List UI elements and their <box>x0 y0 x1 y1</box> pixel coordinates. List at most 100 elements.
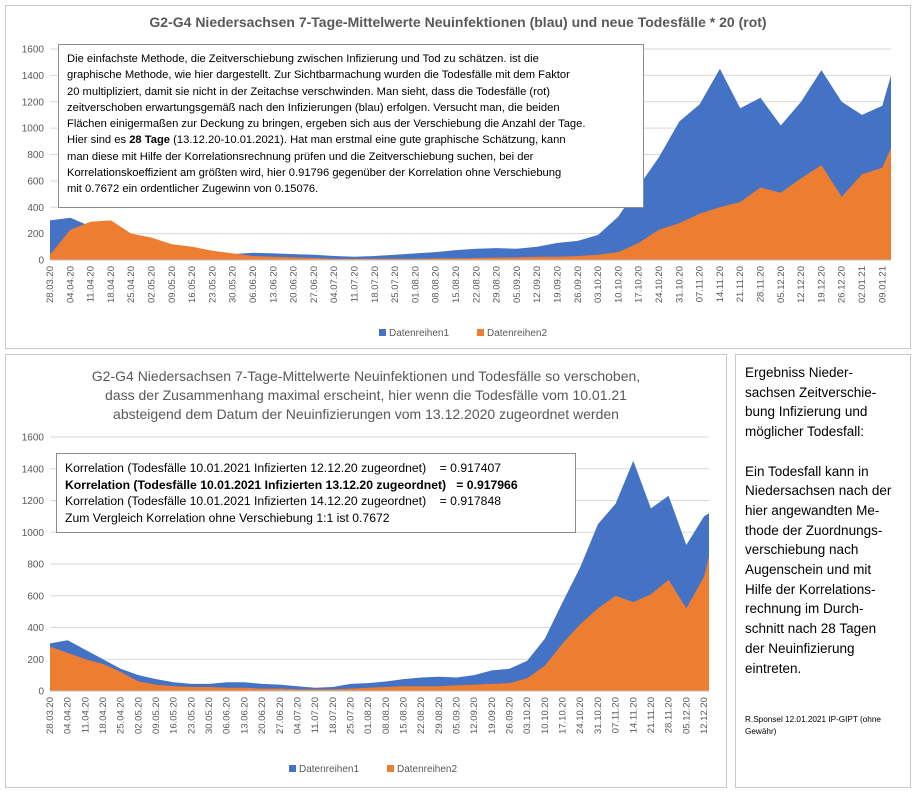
x-tick-label: 21.11.20 <box>735 266 746 302</box>
x-tick-label: 20.06.20 <box>257 697 268 734</box>
author-line: R.Sponsel 12.01.2021 IP-GIPT (ohne <box>745 715 881 724</box>
x-tick-label: 25.04.20 <box>116 697 127 734</box>
x-tick-label: 09.01.21 <box>877 266 888 303</box>
x-tick-label: 05.12.20 <box>681 697 692 734</box>
x-tick-label: 12.09.20 <box>469 697 480 734</box>
note-line: Flächen einigermaßen zur Deckung zu brin… <box>67 118 586 131</box>
note-line: zeitverschoben erwartungsgemäß nach den … <box>67 101 560 114</box>
x-tick-label: 01.08.20 <box>363 697 374 734</box>
x-tick-label: 18.04.20 <box>106 266 117 303</box>
top-chart-note: Die einfachste Methode, die Zeitverschie… <box>58 44 644 208</box>
x-tick-label: 08.08.20 <box>431 266 442 303</box>
note-line: mit 0.7672 ein ordentlicher Zugewinn von… <box>67 183 319 196</box>
y-tick-label: 600 <box>27 176 44 187</box>
result-line: Ein Todesfall kann in <box>745 463 869 479</box>
correlation-note: Korrelation (Todesfälle 10.01.2021 Infiz… <box>56 453 576 533</box>
x-tick-label: 21.11.20 <box>646 697 657 733</box>
title-line: dass der Zusammenhang maximal erscheint,… <box>105 387 627 403</box>
top-chart-panel: G2-G4 Niedersachsen 7-Tage-Mittelwerte N… <box>5 5 911 349</box>
x-tick-label: 25.07.20 <box>390 266 401 303</box>
x-tick-label: 05.09.20 <box>512 266 523 303</box>
x-tick-label: 03.10.20 <box>522 697 533 734</box>
result-line: hier angewandten Me- <box>745 502 880 518</box>
y-tick-label: 1000 <box>22 528 45 539</box>
area-series-2 <box>50 147 891 260</box>
note-line: 20 multipliziert, damit sie nicht in der… <box>67 85 550 98</box>
x-tick-label: 05.12.20 <box>776 266 787 303</box>
x-tick-label: 26.12.20 <box>837 266 848 303</box>
legend-swatch <box>387 765 394 772</box>
x-tick-label: 31.10.20 <box>674 266 685 303</box>
y-tick-label: 1000 <box>22 124 45 135</box>
y-tick-label: 1400 <box>22 71 45 82</box>
x-tick-label: 23.05.20 <box>207 266 218 303</box>
correlation-label: Korrelation (Todesfälle 10.01.2021 Infiz… <box>65 477 447 492</box>
bottom-chart-title: G2-G4 Niedersachsen 7-Tage-Mittelwerte N… <box>6 367 726 424</box>
x-tick-label: 10.10.20 <box>613 266 624 303</box>
x-tick-label: 12.09.20 <box>532 266 543 303</box>
legend-label: Datenreihen2 <box>397 764 457 775</box>
y-tick-label: 1400 <box>22 464 45 475</box>
legend-label: Datenreihen2 <box>487 328 547 339</box>
x-tick-label: 11.04.20 <box>80 697 91 733</box>
x-tick-label: 28.11.20 <box>756 266 767 302</box>
x-tick-label: 30.05.20 <box>204 697 215 734</box>
x-tick-label: 25.04.20 <box>126 266 137 303</box>
y-tick-label: 1200 <box>22 97 45 108</box>
x-tick-label: 29.08.20 <box>492 266 503 303</box>
legend-swatch <box>379 329 386 336</box>
result-line: Augenschein und mit <box>745 562 872 578</box>
y-tick-label: 200 <box>27 655 44 666</box>
x-tick-label: 26.09.20 <box>573 266 584 303</box>
x-tick-label: 02.05.20 <box>133 697 144 734</box>
x-tick-label: 25.07.20 <box>346 697 357 734</box>
correlation-value: = 0.917848 <box>439 494 502 508</box>
x-tick-label: 13.06.20 <box>268 266 279 303</box>
x-tick-label: 14.11.20 <box>628 697 639 733</box>
area-series-2 <box>50 556 709 691</box>
y-tick-label: 0 <box>38 256 44 267</box>
y-tick-label: 400 <box>27 623 44 634</box>
x-tick-label: 02.01.21 <box>857 266 868 303</box>
y-tick-label: 200 <box>27 229 44 240</box>
result-line: schnitt nach 28 Tagen <box>745 621 877 637</box>
result-line: rechnung im Durch- <box>745 601 864 617</box>
x-tick-label: 11.07.20 <box>350 266 361 302</box>
x-tick-label: 30.05.20 <box>228 266 239 303</box>
x-tick-label: 18.04.20 <box>98 697 109 734</box>
note-line: graphische Methode, wie hier dargestellt… <box>67 69 570 82</box>
x-tick-label: 12.12.20 <box>796 266 807 303</box>
correlation-compare: Zum Vergleich Korrelation ohne Verschieb… <box>65 510 390 525</box>
x-tick-label: 19.09.20 <box>487 697 498 734</box>
bottom-chart-panel: G2-G4 Niedersachsen 7-Tage-Mittelwerte N… <box>5 354 727 788</box>
y-tick-label: 1200 <box>22 496 45 507</box>
x-tick-label: 23.05.20 <box>186 697 197 734</box>
title-line: absteigend dem Datum der Neuinfizierunge… <box>113 406 619 422</box>
result-line: verschiebung nach <box>745 542 859 558</box>
x-tick-label: 27.06.20 <box>275 697 286 734</box>
x-tick-label: 18.07.20 <box>370 266 381 303</box>
x-tick-label: 11.04.20 <box>86 266 97 302</box>
result-line: Ergebniss Nieder- <box>745 365 854 380</box>
correlation-row: Korrelation (Todesfälle 10.01.2021 Infiz… <box>65 493 567 510</box>
legend-swatch <box>477 329 484 336</box>
result-line: Hilfe der Korrelations- <box>745 581 876 597</box>
x-tick-label: 09.05.20 <box>151 697 162 734</box>
result-line: möglicher Todesfall: <box>745 424 865 440</box>
x-tick-label: 04.04.20 <box>65 266 76 303</box>
x-tick-label: 19.09.20 <box>553 266 564 303</box>
x-tick-label: 24.10.20 <box>575 697 586 734</box>
result-line: sachsen Zeitverschie- <box>745 384 877 400</box>
x-tick-label: 10.10.20 <box>540 697 551 734</box>
result-line: eintreten. <box>745 660 802 676</box>
result-line: Niedersachsen nach der <box>745 483 892 499</box>
y-tick-label: 1600 <box>22 45 45 56</box>
x-tick-label: 04.07.20 <box>292 697 303 734</box>
x-tick-label: 02.05.20 <box>147 266 158 303</box>
x-tick-label: 15.08.20 <box>451 266 462 303</box>
legend-label: Datenreihen1 <box>389 328 449 339</box>
x-tick-label: 04.04.20 <box>63 697 74 734</box>
top-chart-title: G2-G4 Niedersachsen 7-Tage-Mittelwerte N… <box>149 14 767 30</box>
note-line: Korrelationskoeffizient am größten wird,… <box>67 167 562 180</box>
x-tick-label: 14.11.20 <box>715 266 726 302</box>
